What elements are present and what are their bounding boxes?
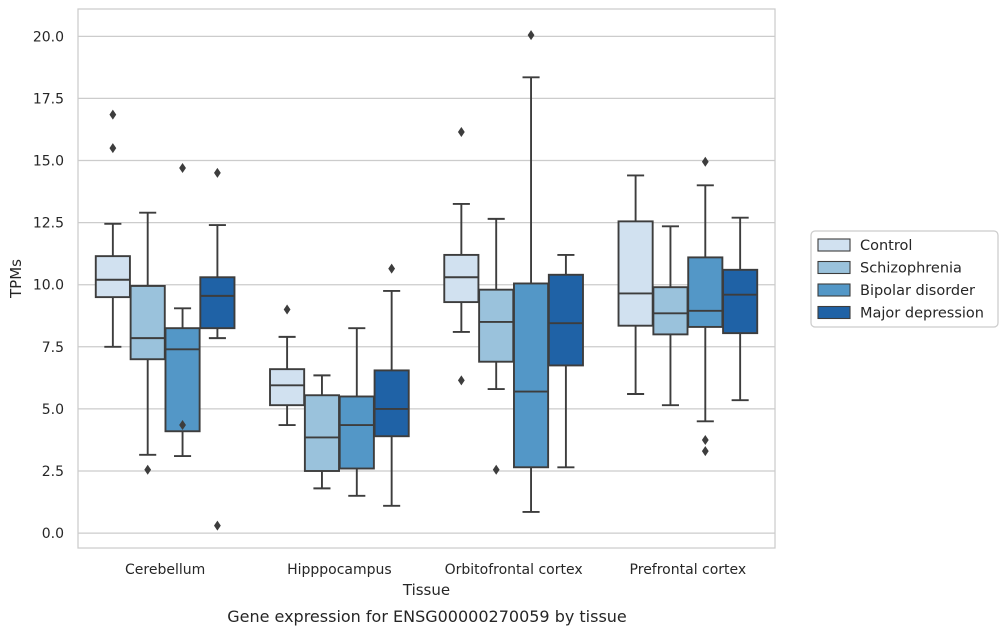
legend-item: Schizophrenia — [817, 260, 962, 277]
y-tick-label: 10.0 — [33, 278, 64, 294]
legend-item: Control — [817, 238, 912, 254]
box-control — [269, 304, 306, 426]
box-schizophrenia — [478, 217, 515, 475]
iqr-box — [303, 394, 340, 472]
iqr-box — [513, 282, 550, 469]
legend-label: Control — [860, 238, 912, 254]
legend-frame — [810, 230, 999, 328]
x-tick-label: Prefrontal cortex — [630, 562, 747, 578]
box-series — [94, 30, 759, 531]
legend-swatch — [817, 283, 851, 297]
outlier-point — [214, 520, 221, 531]
outlier-point — [109, 143, 117, 154]
y-tick-label: 0.0 — [42, 526, 64, 542]
iqr-box — [722, 268, 759, 335]
box-control — [443, 126, 480, 386]
box-schizophrenia — [129, 211, 166, 475]
outlier-point — [214, 167, 221, 178]
iqr-box — [164, 327, 201, 433]
x-tick-label: Hipppocampus — [287, 562, 392, 578]
outlier-point — [179, 420, 186, 431]
outlier-point — [283, 304, 291, 315]
box-major-depression — [722, 216, 759, 402]
legend-label: Major depression — [860, 306, 984, 322]
iqr-box — [199, 276, 236, 330]
outlier-point — [527, 30, 535, 41]
legend: Control Schizophrenia Bipolar disorder Majo… — [810, 230, 999, 328]
x-axis-title: Tissue — [402, 581, 450, 599]
box-schizophrenia — [303, 374, 340, 490]
iqr-box — [129, 285, 166, 361]
x-tick-label: Orbitofrontal cortex — [445, 562, 583, 578]
legend-swatch — [817, 305, 851, 320]
plot-frame — [77, 8, 776, 549]
legend-item: Major depression — [817, 305, 984, 322]
y-axis-title: TPMs — [7, 259, 25, 299]
y-tick-label: 7.5 — [42, 340, 64, 356]
y-tick-label: 15.0 — [33, 154, 64, 170]
y-tick-label: 5.0 — [42, 402, 64, 418]
outlier-point — [109, 109, 117, 120]
x-tick-labels: Cerebellum Hipppocampus Orbitofrontal cort… — [125, 562, 746, 578]
y-tick-label: 2.5 — [42, 464, 64, 480]
legend-label: Schizophrenia — [860, 261, 962, 277]
box-major-depression — [373, 263, 410, 507]
y-tick-label: 12.5 — [33, 216, 64, 232]
outlier-point — [457, 375, 465, 386]
y-tick-labels: 0.0 2.5 5.0 7.5 10.0 12.5 15.0 17.5 20.0 — [33, 29, 64, 542]
chart-caption: Gene expression for ENSG00000270059 by t… — [227, 607, 627, 626]
box-major-depression — [199, 167, 236, 531]
legend-swatch — [817, 238, 851, 252]
outlier-point — [701, 156, 709, 167]
outlier-point — [179, 162, 186, 173]
y-tick-label: 20.0 — [33, 29, 64, 45]
outlier-point — [457, 126, 465, 137]
iqr-box — [617, 220, 654, 327]
iqr-box — [652, 286, 689, 336]
box-control — [617, 174, 654, 395]
outlier-point — [144, 464, 152, 475]
y-tick-label: 17.5 — [33, 91, 64, 107]
iqr-box — [94, 255, 131, 299]
iqr-box — [478, 288, 515, 363]
legend-swatch — [817, 260, 851, 275]
outlier-point — [701, 446, 709, 457]
iqr-box — [687, 256, 724, 328]
box-major-depression — [547, 253, 584, 469]
outlier-point — [388, 263, 396, 274]
box-bipolar-disorder — [513, 30, 550, 513]
box-bipolar-disorder — [338, 327, 375, 497]
box-control — [94, 109, 131, 348]
outlier-point — [492, 464, 500, 475]
iqr-box — [547, 273, 584, 367]
legend-item: Bipolar disorder — [817, 283, 975, 299]
iqr-box — [373, 369, 410, 438]
box-bipolar-disorder — [164, 162, 201, 458]
outlier-point — [701, 434, 709, 445]
iqr-box — [269, 368, 306, 407]
iqr-box — [443, 253, 480, 304]
iqr-box — [338, 395, 375, 470]
box-schizophrenia — [652, 225, 689, 407]
box-bipolar-disorder — [687, 156, 724, 457]
legend-label: Bipolar disorder — [860, 283, 975, 299]
x-tick-label: Cerebellum — [125, 562, 205, 578]
